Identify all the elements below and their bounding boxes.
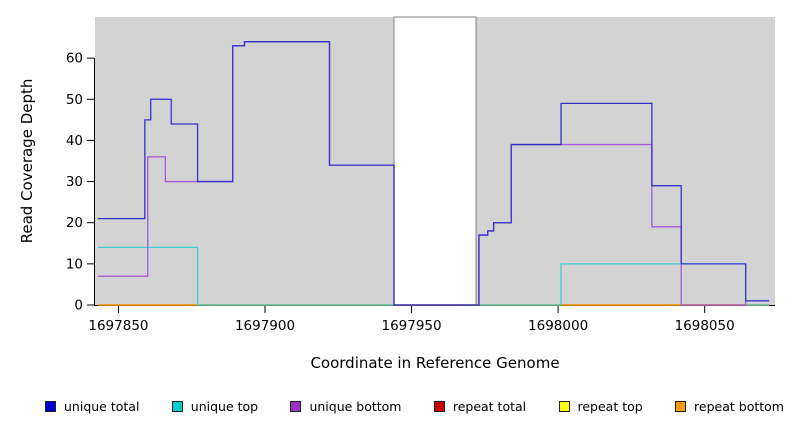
legend-item-unique-total: unique total: [45, 398, 139, 414]
unique-bottom-swatch-icon: [290, 400, 302, 412]
x-tick-label: 1697950: [381, 318, 441, 334]
legend-label: unique total: [64, 398, 140, 414]
legend-label: unique top: [190, 398, 259, 414]
y-tick-label: 50: [66, 92, 83, 108]
x-axis-title: Coordinate in Reference Genome: [310, 354, 560, 372]
legend-item-unique-top: unique top: [171, 398, 259, 414]
y-tick-label: 0: [74, 298, 83, 314]
legend-item-repeat-top: repeat top: [558, 398, 643, 414]
x-tick-label: 1698050: [675, 318, 735, 334]
legend-item-unique-bottom: unique bottom: [290, 398, 402, 414]
x-tick-label: 1698000: [528, 318, 588, 334]
repeat-bottom-swatch-icon: [675, 400, 687, 412]
y-tick-label: 30: [66, 174, 83, 190]
legend-label: repeat bottom: [694, 398, 784, 414]
y-tick-label: 10: [66, 256, 83, 272]
repeat-total-swatch-icon: [433, 400, 445, 412]
x-tick-label: 1697850: [88, 318, 148, 334]
y-axis-title: Read Coverage Depth: [18, 78, 36, 244]
y-tick-label: 40: [66, 133, 83, 149]
repeat-top-swatch-icon: [558, 400, 570, 412]
legend-label: repeat top: [577, 398, 643, 414]
unique-total-swatch-icon: [45, 400, 56, 412]
y-tick-label: 20: [66, 215, 83, 231]
x-tick-label: 1697900: [235, 318, 295, 334]
legend-item-repeat-bottom: repeat bottom: [675, 398, 784, 414]
unique-top-swatch-icon: [171, 400, 183, 412]
legend-label: repeat total: [452, 398, 527, 414]
series-line-unique-total: [97, 41, 770, 306]
no-data-region: [393, 16, 477, 306]
legend-item-repeat-total: repeat total: [433, 398, 527, 414]
legend: unique total unique top unique bottom re…: [45, 398, 784, 414]
legend-label: unique bottom: [309, 398, 402, 414]
y-tick-label: 60: [66, 51, 83, 67]
